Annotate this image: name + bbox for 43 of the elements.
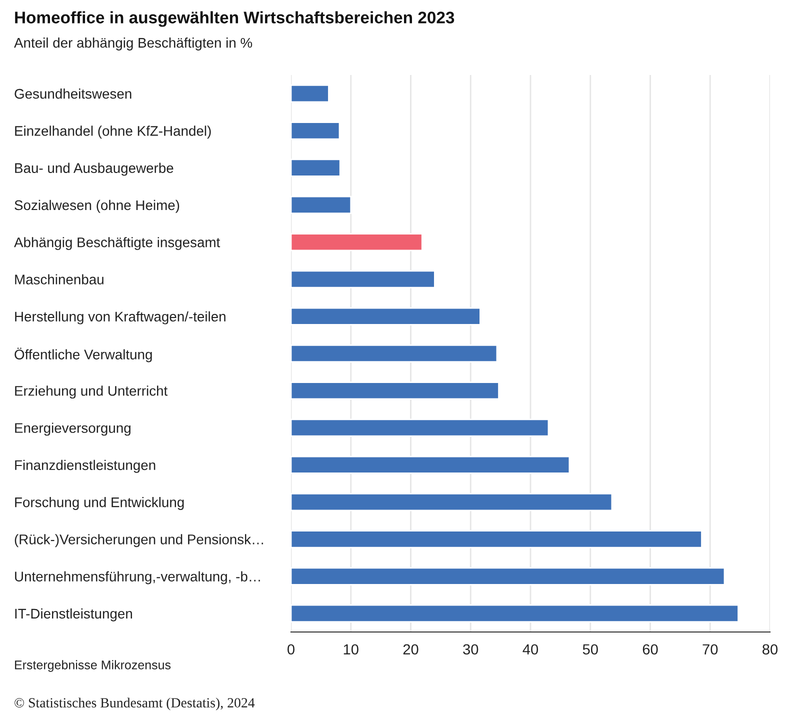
x-tick-label: 0 [288, 644, 294, 655]
bar [291, 456, 570, 474]
bar [291, 418, 550, 437]
bar [291, 307, 481, 326]
bar [291, 530, 702, 548]
text: Anteil der abhängig Beschäftigten in % [14, 38, 252, 50]
y-tick-label: Energieversorgung [15, 422, 130, 436]
bar [291, 233, 423, 252]
y-tick-label: Finanzdienstleistungen [15, 460, 156, 473]
y-tick-label: Erziehung und Unterricht [15, 386, 168, 399]
x-tick-label: 20 [403, 644, 418, 655]
x-tick-label: 40 [522, 644, 538, 655]
bar [291, 492, 613, 512]
y-tick-label: Gesundheitswesen [14, 88, 132, 99]
text: © Statistisches Bundesamt (Destatis), 2024 [14, 698, 255, 710]
y-tick-label: Abhängig Beschäftigte insgesamt [14, 237, 220, 250]
x-tick-label: 10 [344, 644, 358, 655]
bar [291, 122, 340, 140]
x-tick-label: 30 [463, 644, 478, 655]
bar [291, 158, 341, 177]
x-tick-label: 80 [762, 644, 778, 655]
y-tick-label: Sozialwesen (ohne Heime) [14, 200, 180, 213]
y-tick-label: IT-Dienstleistungen [15, 608, 132, 622]
text: Erstergebnisse Mikrozensus [15, 660, 171, 672]
y-tick-label: Öffentliche Verwaltung [14, 348, 152, 362]
x-tick-label: 60 [642, 644, 658, 655]
bar [291, 604, 739, 622]
y-tick-label: (Rück-)Versicherungen und Pensionsk… [14, 534, 264, 548]
x-tick-label: 70 [702, 644, 718, 655]
y-tick-label: Bau- und Ausbaugewerbe [15, 162, 174, 176]
y-tick-label: Unternehmensführung,-verwaltung, -b… [15, 571, 260, 584]
x-tick-label: 50 [582, 644, 598, 655]
y-tick-label: Forschung und Entwicklung [15, 497, 184, 510]
bar [291, 270, 436, 288]
y-tick-label: Einzelhandel (ohne KfZ-Handel) [15, 126, 211, 139]
bar [291, 196, 352, 214]
y-tick-label: Maschinenbau [15, 274, 104, 284]
chart-title: Homeoffice in ausgewählten Wirtschaftsbereichen 2023 [15, 11, 454, 27]
bar [291, 344, 498, 363]
bar [291, 84, 330, 103]
bar [291, 567, 726, 586]
y-tick-label: Herstellung von Kraftwagen/-teilen [15, 311, 226, 324]
bar [291, 382, 500, 400]
